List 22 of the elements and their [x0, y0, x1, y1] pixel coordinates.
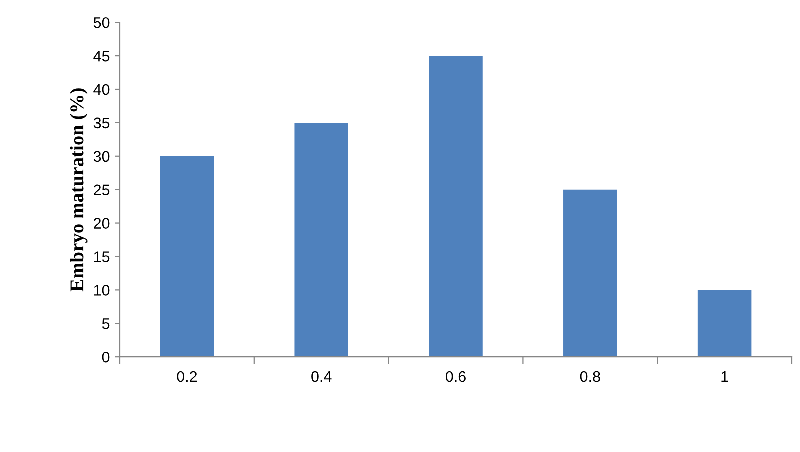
y-tick-label: 50: [94, 17, 110, 28]
y-tick-label: 40: [94, 84, 110, 96]
y-tick-label: 0: [102, 352, 110, 363]
y-axis-title: Embryo maturation (%): [70, 88, 88, 292]
bar: [294, 122, 348, 358]
x-tick-label: 1: [722, 372, 728, 382]
y-tick-label: 20: [94, 218, 110, 229]
x-tick-label: 0.8: [580, 371, 600, 382]
bar: [429, 56, 483, 358]
x-tick-label: 0.6: [446, 371, 466, 382]
y-tick-label: 5: [102, 318, 110, 330]
y-tick-label: 35: [94, 118, 110, 129]
bar: [160, 156, 214, 358]
bar: [564, 190, 618, 358]
y-tick-label: 15: [94, 252, 110, 262]
bar: [698, 290, 752, 358]
y-tick-label: 25: [94, 184, 110, 196]
y-tick-label: 45: [94, 51, 110, 62]
y-tick-label: 30: [94, 151, 110, 162]
y-tick-label: 10: [94, 285, 110, 296]
x-tick-label: 0.4: [312, 371, 332, 382]
x-tick-label: 0.2: [177, 371, 198, 382]
